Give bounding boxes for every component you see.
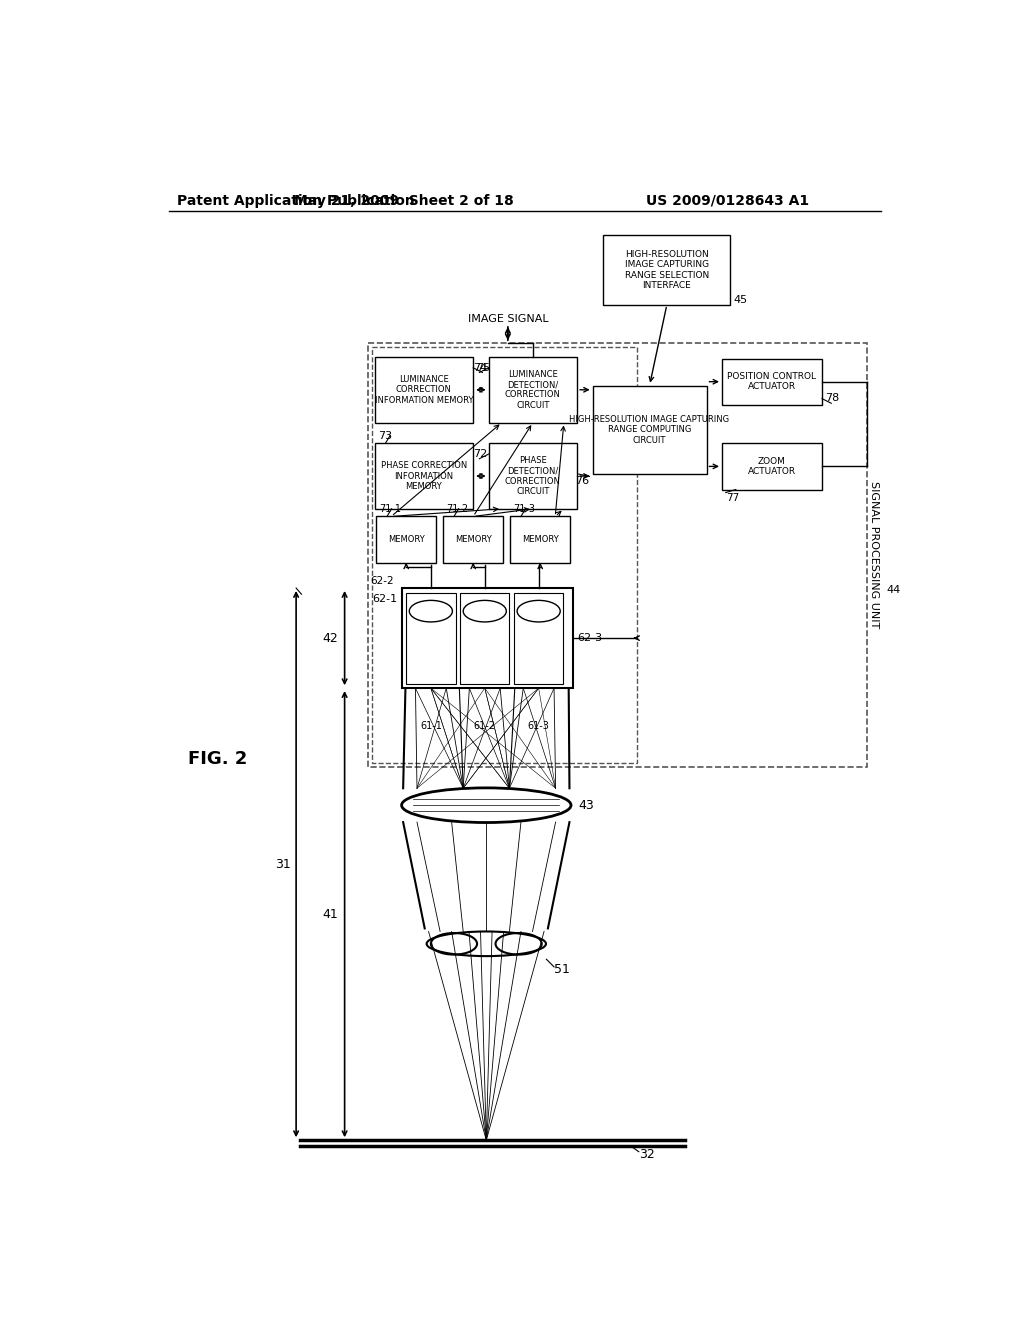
Bar [722, 359, 822, 405]
Text: PHASE
DETECTION/
CORRECTION
CIRCUIT: PHASE DETECTION/ CORRECTION CIRCUIT [505, 455, 561, 496]
Text: 43: 43 [579, 799, 595, 812]
Text: PHASE CORRECTION
INFORMATION
MEMORY: PHASE CORRECTION INFORMATION MEMORY [381, 461, 467, 491]
Bar [375, 444, 473, 508]
Bar [372, 347, 637, 763]
Text: 42: 42 [323, 631, 339, 644]
Text: 62-1: 62-1 [373, 594, 397, 605]
Bar [722, 444, 822, 490]
Text: IMAGE SIGNAL: IMAGE SIGNAL [468, 314, 548, 323]
Text: HIGH-RESOLUTION IMAGE CAPTURING
RANGE COMPUTING
CIRCUIT: HIGH-RESOLUTION IMAGE CAPTURING RANGE CO… [569, 414, 730, 445]
Text: 45: 45 [733, 294, 748, 305]
Text: 44: 44 [887, 585, 901, 594]
Text: MEMORY: MEMORY [522, 535, 558, 544]
Text: 78: 78 [825, 393, 840, 404]
Text: May 21, 2009  Sheet 2 of 18: May 21, 2009 Sheet 2 of 18 [294, 194, 514, 207]
Text: SIGNAL PROCESSING UNIT: SIGNAL PROCESSING UNIT [869, 482, 880, 628]
Bar [375, 358, 473, 422]
Text: 71-3: 71-3 [513, 504, 536, 515]
Text: LUMINANCE
CORRECTION
INFORMATION MEMORY: LUMINANCE CORRECTION INFORMATION MEMORY [375, 375, 473, 405]
Text: 61-3: 61-3 [527, 721, 550, 730]
Text: 73: 73 [379, 432, 392, 441]
Text: MEMORY: MEMORY [388, 535, 425, 544]
Bar [510, 516, 570, 562]
Bar [488, 358, 578, 422]
Text: ZOOM
ACTUATOR: ZOOM ACTUATOR [748, 457, 796, 477]
Text: 61-1: 61-1 [420, 721, 441, 730]
Bar [407, 593, 456, 684]
Bar [603, 235, 730, 305]
Bar [443, 516, 503, 562]
Bar [460, 593, 509, 684]
Text: 62-2: 62-2 [371, 576, 394, 586]
Text: 76: 76 [575, 477, 590, 486]
Text: 77: 77 [726, 492, 739, 503]
Text: 71-2: 71-2 [446, 504, 468, 515]
Text: MEMORY: MEMORY [455, 535, 492, 544]
Text: 75: 75 [476, 363, 490, 374]
Text: 32: 32 [639, 1148, 654, 1160]
Text: LUMINANCE
DETECTION/
CORRECTION
CIRCUIT: LUMINANCE DETECTION/ CORRECTION CIRCUIT [505, 370, 561, 411]
Text: US 2009/0128643 A1: US 2009/0128643 A1 [646, 194, 810, 207]
Text: POSITION CONTROL
ACTUATOR: POSITION CONTROL ACTUATOR [727, 372, 816, 392]
Bar [368, 343, 866, 767]
Bar [593, 385, 707, 474]
Bar [488, 444, 578, 508]
Bar [376, 516, 436, 562]
Text: 31: 31 [275, 858, 291, 871]
Text: FIG. 2: FIG. 2 [188, 750, 248, 768]
Bar [401, 589, 572, 688]
Text: 51: 51 [554, 964, 570, 975]
Bar [514, 593, 563, 684]
Text: Patent Application Publication: Patent Application Publication [177, 194, 415, 207]
Text: 71-1: 71-1 [379, 504, 401, 515]
Text: 72: 72 [473, 449, 487, 459]
Text: HIGH-RESOLUTION
IMAGE CAPTURING
RANGE SELECTION
INTERFACE: HIGH-RESOLUTION IMAGE CAPTURING RANGE SE… [625, 249, 709, 290]
Text: 62-3: 62-3 [578, 634, 602, 643]
Text: 74: 74 [473, 363, 487, 374]
Text: 41: 41 [323, 908, 339, 920]
Text: 61-2: 61-2 [474, 721, 496, 730]
